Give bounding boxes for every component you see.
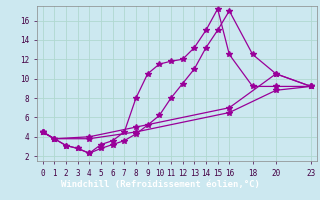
Text: Windchill (Refroidissement éolien,°C): Windchill (Refroidissement éolien,°C) — [60, 180, 260, 188]
